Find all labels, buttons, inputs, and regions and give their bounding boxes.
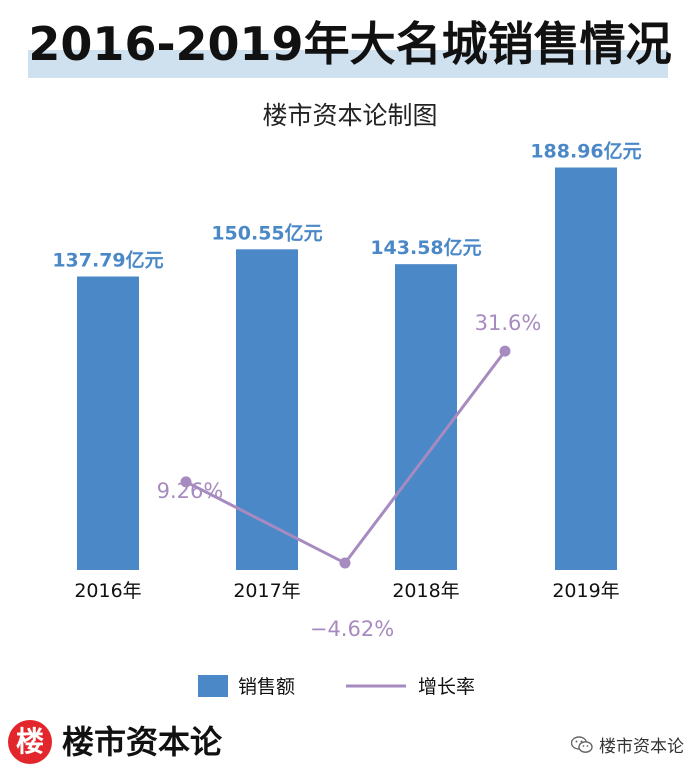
bar-value-label: 137.79亿元 bbox=[52, 249, 163, 272]
legend-label-growth: 增长率 bbox=[418, 676, 475, 698]
brand-name: 楼市资本论 bbox=[62, 723, 223, 761]
bar-value-label: 143.58亿元 bbox=[370, 236, 481, 259]
growth-point bbox=[180, 476, 192, 488]
bar-2016年 bbox=[77, 276, 139, 570]
growth-label: 31.6% bbox=[475, 311, 542, 335]
title-highlight bbox=[28, 50, 668, 78]
x-tick-label: 2017年 bbox=[233, 580, 300, 602]
legend-swatch-sales bbox=[198, 675, 228, 697]
wechat-icon bbox=[571, 735, 593, 753]
bar-value-label: 150.55亿元 bbox=[211, 221, 322, 244]
chart-title: 2016-2019年大名城销售情况 bbox=[28, 17, 672, 71]
chart-subtitle: 楼市资本论制图 bbox=[262, 101, 438, 130]
bar-value-label: 188.96亿元 bbox=[530, 140, 641, 163]
brand-logo: 楼 bbox=[8, 720, 52, 764]
bar-2019年 bbox=[555, 167, 617, 570]
legend-label-sales: 销售额 bbox=[238, 676, 295, 698]
growth-line bbox=[185, 350, 507, 565]
x-tick-label: 2018年 bbox=[392, 580, 459, 602]
x-tick-label: 2019年 bbox=[552, 580, 619, 602]
growth-label: 9.26% bbox=[157, 479, 224, 503]
bar-2017年 bbox=[236, 249, 298, 571]
title-block: 2016-2019年大名城销售情况 bbox=[0, 0, 700, 90]
growth-point bbox=[339, 557, 351, 569]
watermark: 楼市资本论 bbox=[571, 732, 684, 757]
x-tick-label: 2016年 bbox=[74, 580, 141, 602]
growth-point bbox=[499, 345, 511, 357]
growth-label: −4.62% bbox=[310, 617, 394, 641]
watermark-text: 楼市资本论 bbox=[599, 737, 684, 757]
bar-2018年 bbox=[395, 264, 457, 570]
